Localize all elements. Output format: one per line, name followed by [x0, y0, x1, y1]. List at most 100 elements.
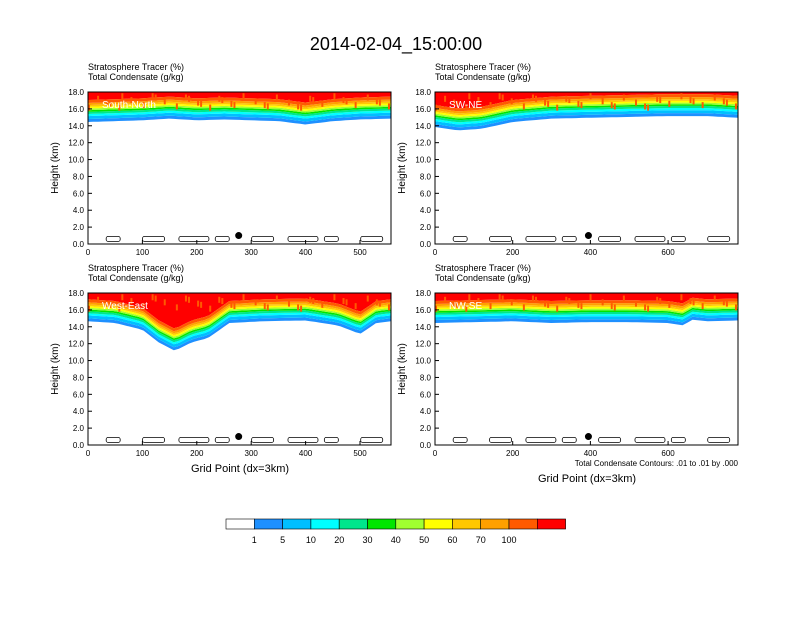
y-tick-label: 0.0 — [73, 240, 85, 249]
tracer-streak — [300, 104, 303, 111]
y-tick-label: 12.0 — [415, 340, 431, 349]
tracer-streak — [266, 304, 269, 311]
panels: Stratosphere Tracer (%)Total Condensate … — [50, 62, 739, 458]
tracer-streak — [154, 94, 157, 101]
condensate-contour — [323, 436, 339, 443]
tracer-streak — [266, 103, 269, 110]
y-tick-label: 18.0 — [68, 289, 84, 298]
tracer-band — [435, 108, 738, 125]
tracer-streak — [489, 102, 492, 109]
tracer-streak — [568, 298, 571, 305]
condensate-contour — [142, 235, 165, 242]
tracer-streak — [263, 303, 266, 310]
condensate-contours — [452, 235, 731, 242]
footnote: Total Condensate Contours: .01 to .01 by… — [575, 459, 739, 468]
tracer-streak — [163, 98, 166, 105]
tracer-band — [88, 314, 391, 348]
tracer-streak — [622, 94, 625, 101]
tracer-streak — [722, 98, 725, 105]
tracer-band-1 — [88, 317, 391, 351]
tracer-streak — [435, 104, 437, 111]
colorbar-swatch — [395, 518, 425, 530]
tracer-streak — [589, 294, 592, 301]
tracer-streak — [510, 98, 513, 105]
tracer-streak — [130, 298, 133, 305]
tracer-streak — [297, 304, 300, 311]
y-tick-label: 4.0 — [420, 407, 432, 416]
condensate-contour — [251, 235, 275, 242]
panel-sw-ne: Stratosphere Tracer (%)Total Condensate … — [397, 62, 739, 257]
y-tick-label: 0.0 — [420, 441, 432, 450]
panel-label: West-East — [102, 301, 148, 312]
tracer-field — [88, 92, 391, 244]
condensate-contours — [105, 235, 384, 242]
tracer-streak — [501, 94, 504, 101]
tracer-band — [88, 106, 391, 115]
colorbar-swatch — [452, 518, 481, 530]
condensate-contour — [452, 436, 468, 443]
tracer-streak — [242, 93, 245, 100]
tracer-streak — [689, 97, 692, 104]
tracer-streak — [209, 104, 212, 111]
y-tick-label: 2.0 — [420, 424, 432, 433]
tracer-streak — [622, 295, 625, 302]
x-tick-label: 200 — [190, 449, 204, 458]
y-tick-label: 0.0 — [73, 441, 85, 450]
condensate-contour — [214, 436, 230, 443]
condensate-contour — [360, 436, 384, 443]
tracer-streak — [734, 103, 737, 110]
y-tick-label: 12.0 — [68, 340, 84, 349]
condensate-contour — [105, 235, 121, 242]
tracer-band — [435, 102, 738, 119]
y-tick-label: 12.0 — [415, 139, 431, 148]
tracer-streak — [656, 95, 659, 102]
tracer-streak — [242, 294, 245, 301]
tracer-streak — [142, 102, 145, 109]
colorbar-level-label: 40 — [391, 535, 401, 545]
tracer-streak — [200, 301, 203, 308]
condensate-contour — [489, 436, 512, 443]
tracer-streak — [501, 295, 504, 302]
y-tick-label: 0.0 — [420, 240, 432, 249]
tracer-streak — [163, 299, 166, 306]
y-tick-label: 10.0 — [68, 156, 84, 165]
tracer-streak — [644, 103, 647, 110]
tracer-band-1 — [435, 113, 738, 131]
tracer-streak — [453, 300, 456, 307]
tracer-streak — [200, 100, 203, 107]
y-tick-label: 4.0 — [73, 206, 85, 215]
tracer-streak — [498, 294, 501, 301]
tracer-band — [88, 301, 391, 334]
tracer-streak — [577, 100, 580, 107]
tracer-streak — [333, 93, 336, 100]
tracer-band — [88, 103, 391, 111]
tracer-streak — [534, 95, 537, 102]
tracer-streak — [668, 100, 671, 107]
tracer-streak — [713, 295, 716, 302]
tracer-streak — [321, 100, 324, 107]
condensate-contour — [634, 436, 666, 443]
y-tick-label: 16.0 — [415, 306, 431, 315]
y-tick-label: 8.0 — [73, 172, 85, 181]
tracer-streak — [565, 296, 568, 303]
tracer-band-100 — [435, 293, 738, 304]
panel-frame — [87, 91, 392, 245]
panel-label: NW-SE — [449, 301, 482, 312]
tracer-streak — [544, 300, 547, 307]
colorbar-level-label: 100 — [501, 535, 516, 545]
colorbar-level-label: 60 — [447, 535, 457, 545]
y-tick-label: 8.0 — [420, 373, 432, 382]
panel-title-condensate: Total Condensate (g/kg) — [88, 72, 184, 82]
tracer-streak — [498, 93, 501, 100]
condensate-contour — [287, 235, 319, 242]
x-tick-label: 400 — [584, 248, 598, 257]
panel-title-tracer: Stratosphere Tracer (%) — [88, 62, 184, 72]
colorbar-level-label: 10 — [306, 535, 316, 545]
y-tick-label: 4.0 — [73, 407, 85, 416]
tracer-streak — [489, 303, 492, 310]
tracer-streak — [230, 301, 233, 308]
tracer-streak — [118, 305, 121, 312]
tracer-streak — [613, 304, 616, 311]
panel-label: South-North — [102, 100, 156, 111]
y-tick-label: 12.0 — [68, 139, 84, 148]
